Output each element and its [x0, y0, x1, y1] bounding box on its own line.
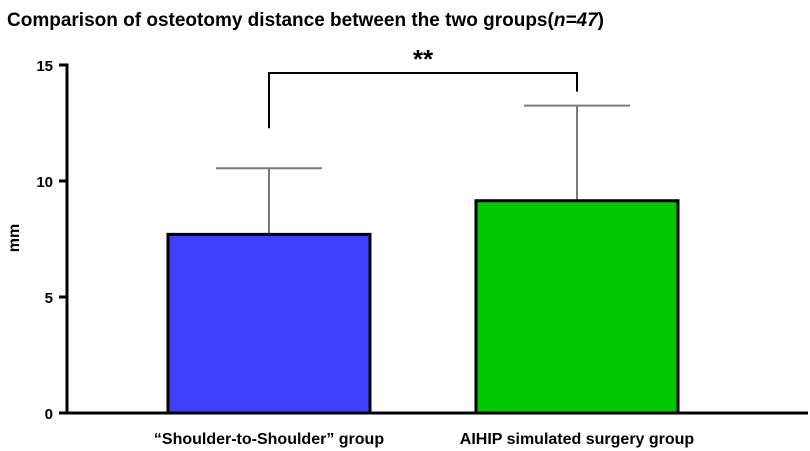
y-tick-label: 0: [45, 406, 53, 423]
category-label: “Shoulder-to-Shoulder” group: [154, 431, 384, 448]
bar: [166, 232, 372, 415]
y-tick-label: 10: [36, 174, 53, 191]
significance-label: **: [413, 44, 434, 74]
significance-line: [268, 72, 578, 129]
y-tick-label: 15: [36, 58, 53, 75]
error-bars: [216, 104, 630, 235]
category-labels: “Shoulder-to-Shoulder” group AIHIP simula…: [154, 431, 695, 448]
chart-title: Comparison of osteotomy distance between…: [7, 10, 604, 31]
y-axis-title: mm: [6, 224, 23, 252]
y-axis: 0 5 10 15: [36, 58, 69, 423]
y-tick-label: 5: [45, 290, 53, 307]
significance-bracket: **: [268, 44, 578, 129]
bars: [166, 199, 680, 415]
category-label: AIHIP simulated surgery group: [460, 431, 695, 448]
bar: [474, 199, 680, 415]
